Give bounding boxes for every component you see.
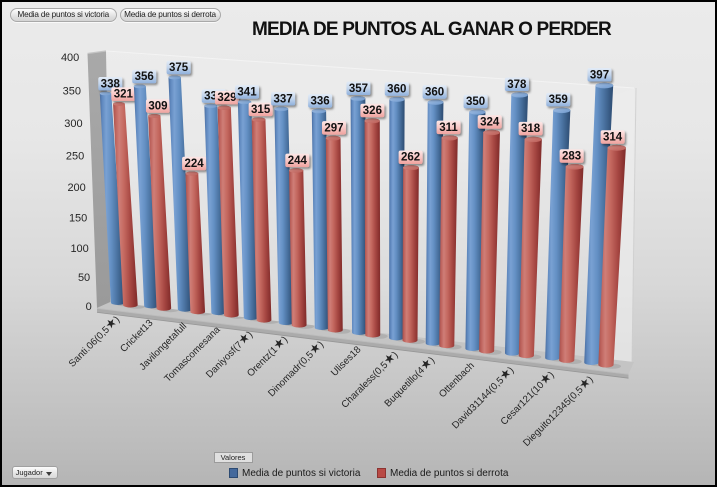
svg-text:337: 337 bbox=[273, 93, 292, 105]
svg-text:359: 359 bbox=[549, 94, 568, 106]
svg-text:318: 318 bbox=[521, 123, 541, 135]
svg-text:100: 100 bbox=[70, 243, 88, 255]
svg-text:341: 341 bbox=[237, 86, 257, 98]
svg-text:336: 336 bbox=[311, 95, 330, 107]
svg-text:400: 400 bbox=[61, 52, 79, 64]
svg-text:244: 244 bbox=[288, 155, 308, 167]
svg-text:324: 324 bbox=[480, 116, 500, 128]
svg-text:297: 297 bbox=[324, 122, 343, 134]
svg-text:Cricket13: Cricket13 bbox=[118, 317, 155, 354]
svg-text:Ottenbach: Ottenbach bbox=[437, 360, 477, 400]
svg-text:397: 397 bbox=[590, 69, 609, 81]
svg-text:357: 357 bbox=[349, 83, 368, 95]
svg-text:360: 360 bbox=[387, 84, 406, 96]
svg-text:311: 311 bbox=[439, 122, 458, 134]
svg-text:309: 309 bbox=[148, 101, 167, 113]
svg-text:283: 283 bbox=[562, 151, 581, 163]
svg-text:Ulises18: Ulises18 bbox=[329, 344, 364, 379]
svg-text:356: 356 bbox=[135, 71, 154, 83]
svg-text:224: 224 bbox=[184, 158, 204, 170]
svg-text:315: 315 bbox=[251, 104, 271, 116]
svg-text:350: 350 bbox=[63, 85, 81, 97]
svg-text:300: 300 bbox=[64, 118, 82, 130]
svg-text:Santi.06(0,5★): Santi.06(0,5★) bbox=[65, 312, 122, 369]
svg-text:360: 360 bbox=[425, 86, 444, 98]
svg-text:375: 375 bbox=[169, 62, 189, 74]
svg-text:314: 314 bbox=[603, 131, 623, 143]
svg-text:200: 200 bbox=[67, 182, 85, 194]
svg-text:Dieguito12345(0,5★): Dieguito12345(0,5★) bbox=[519, 372, 596, 449]
svg-text:150: 150 bbox=[69, 213, 87, 225]
svg-text:250: 250 bbox=[66, 150, 84, 162]
svg-text:321: 321 bbox=[114, 89, 134, 101]
svg-text:329: 329 bbox=[217, 92, 236, 104]
svg-text:326: 326 bbox=[363, 105, 382, 117]
svg-text:262: 262 bbox=[401, 152, 420, 164]
svg-text:50: 50 bbox=[78, 272, 90, 284]
svg-text:338: 338 bbox=[101, 78, 121, 90]
svg-text:378: 378 bbox=[507, 79, 527, 91]
svg-text:350: 350 bbox=[466, 96, 485, 108]
svg-text:0: 0 bbox=[86, 301, 92, 313]
